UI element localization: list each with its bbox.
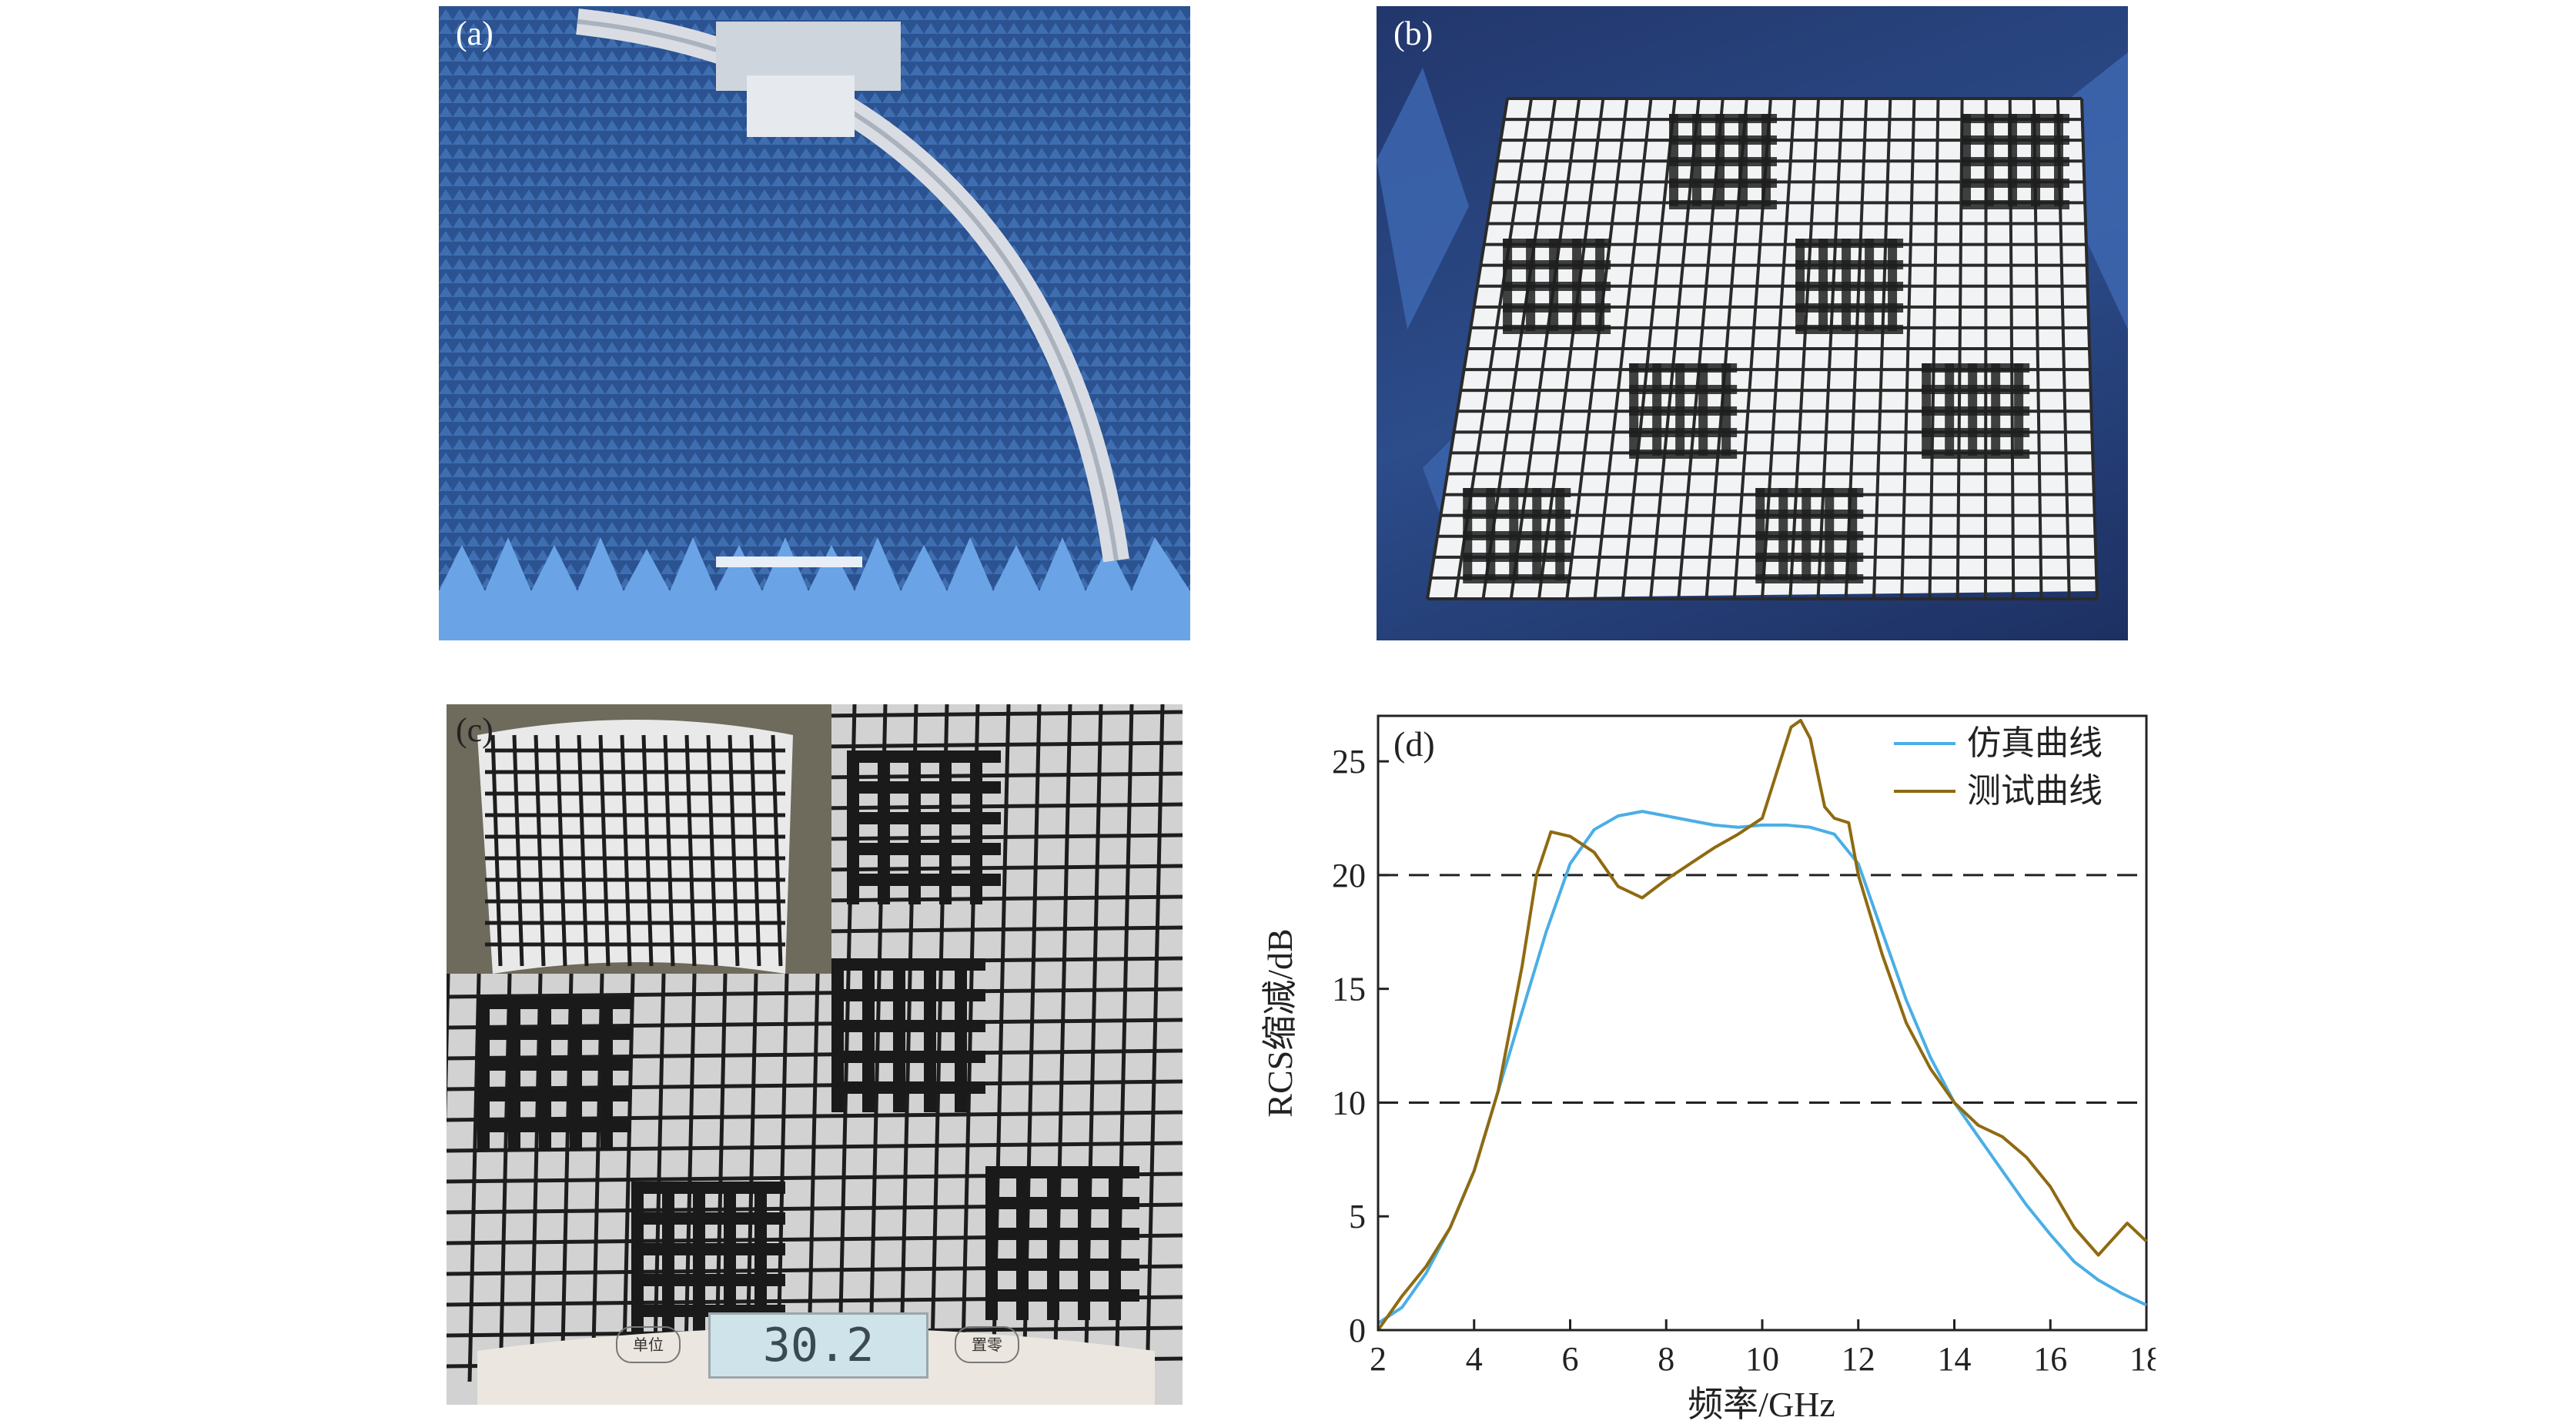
flexible-sample-illustration: [447, 704, 1183, 1405]
photo-anechoic-chamber: (a): [439, 6, 1190, 640]
anechoic-chamber-illustration: [439, 6, 1190, 640]
x-tick-label: 12: [1842, 1340, 1875, 1378]
y-tick-label: 20: [1332, 857, 1366, 894]
y-tick-label: 10: [1332, 1084, 1366, 1121]
y-tick-label: 15: [1332, 971, 1366, 1008]
scale-display: 30.2: [708, 1312, 928, 1379]
x-tick-label: 8: [1658, 1340, 1674, 1378]
x-tick-label: 2: [1370, 1340, 1387, 1378]
x-tick-label: 6: [1562, 1340, 1579, 1378]
y-axis-label: RCS缩减/dB: [1260, 928, 1300, 1117]
series-line-1: [1377, 810, 2147, 1325]
panel-a-label: (a): [456, 15, 493, 52]
scale-tare-button[interactable]: 置零: [955, 1326, 1019, 1363]
photo-metasurface-sample: (b): [1377, 6, 2128, 640]
x-axis-label: 频率/GHz: [1688, 1385, 1835, 1424]
y-tick-label: 5: [1349, 1198, 1366, 1235]
legend-label-2: 测试曲线: [1967, 772, 2103, 810]
series-line-2: [1377, 718, 2148, 1332]
rcs-reduction-chart: 2 4 6 8 10 12 14 16 18 0 5 10 15 20 25 仿真曲线测试曲线 (d) 频…: [1232, 693, 2156, 1424]
x-tick-label: 4: [1466, 1340, 1483, 1378]
photo-flexible-sample: 30.2 单位 置零 (c): [447, 704, 1183, 1405]
panel-c-label: (c): [456, 711, 493, 749]
y-tick-label: 25: [1332, 743, 1366, 781]
scale-unit-button[interactable]: 单位: [616, 1326, 681, 1363]
x-tick-label: 10: [1745, 1340, 1779, 1378]
x-tick-label: 18: [2129, 1340, 2156, 1378]
legend-label-1: 仿真曲线: [1967, 724, 2103, 762]
y-tick-label: 0: [1349, 1312, 1366, 1349]
x-tick-label: 14: [1938, 1340, 1972, 1378]
x-tick-label: 16: [2033, 1340, 2067, 1378]
metasurface-illustration: [1377, 52, 2128, 600]
panel-d-label: (d): [1393, 724, 1435, 764]
panel-b-label: (b): [1393, 15, 1434, 52]
